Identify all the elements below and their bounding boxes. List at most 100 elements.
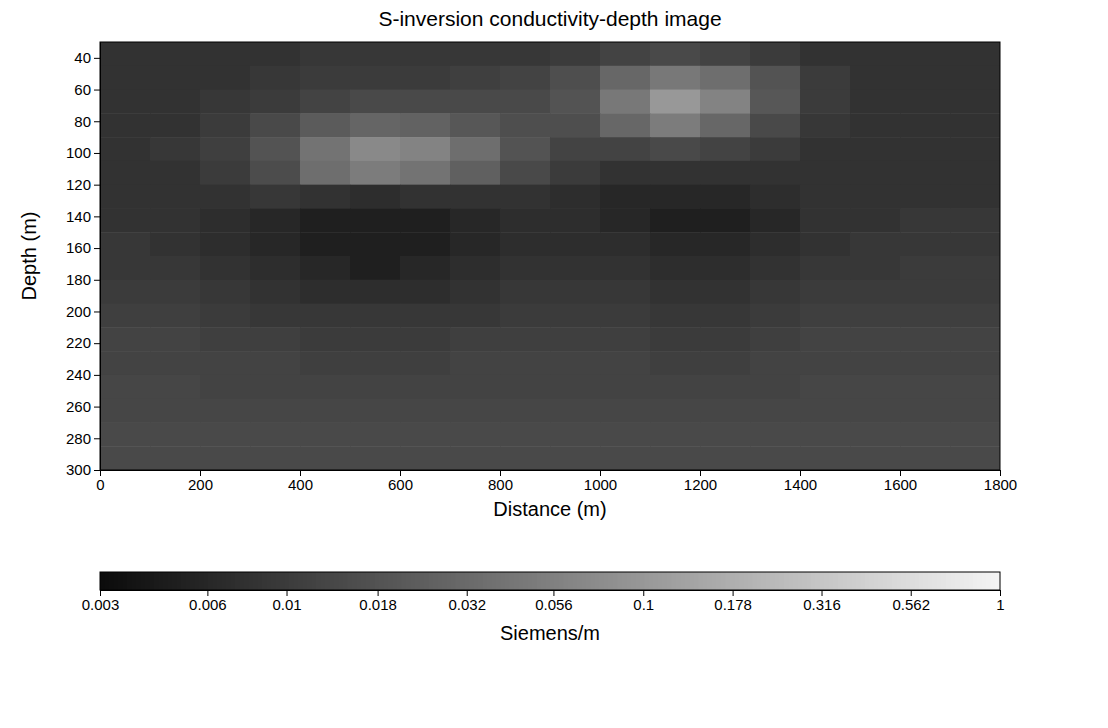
cell — [650, 375, 701, 399]
colorbar-swatch — [631, 572, 636, 590]
colorbar-swatch — [780, 572, 785, 590]
colorbar-swatch — [541, 572, 546, 590]
x-tick: 200 — [188, 470, 213, 493]
cell — [300, 327, 351, 351]
cell — [400, 113, 451, 137]
colorbar-swatch — [564, 572, 569, 590]
cell — [750, 42, 801, 66]
colorbar-swatch — [658, 572, 663, 590]
y-tick-label: 280 — [66, 430, 91, 447]
x-tick: 1000 — [584, 470, 617, 493]
cell — [850, 42, 901, 66]
cell — [350, 113, 401, 137]
colorbar-swatch — [325, 572, 330, 590]
colorbar-swatch — [852, 572, 857, 590]
cell — [750, 327, 801, 351]
colorbar-swatch — [483, 572, 488, 590]
cell — [250, 256, 301, 280]
cell — [650, 66, 701, 90]
colorbar-swatch — [802, 572, 807, 590]
cell — [350, 256, 401, 280]
cell — [400, 422, 451, 446]
colorbar-swatch — [510, 572, 515, 590]
colorbar-tick: 1 — [996, 590, 1004, 613]
cell — [800, 399, 851, 423]
y-tick: 120 — [66, 176, 100, 193]
cell — [800, 185, 851, 209]
colorbar-swatch — [244, 572, 249, 590]
cell — [100, 327, 151, 351]
cell — [800, 208, 851, 232]
colorbar-swatch — [123, 572, 128, 590]
colorbar-swatch — [429, 572, 434, 590]
cells — [100, 42, 1000, 470]
y-tick: 100 — [66, 144, 100, 161]
colorbar-tick-label: 0.01 — [272, 596, 301, 613]
cell — [700, 327, 751, 351]
colorbar-tick: 0.006 — [189, 590, 227, 613]
colorbar-tick-label: 0.006 — [189, 596, 227, 613]
cell — [750, 208, 801, 232]
colorbar-tick-label: 0.562 — [892, 596, 930, 613]
cell — [650, 351, 701, 375]
colorbar-swatch — [933, 572, 938, 590]
cell — [300, 66, 351, 90]
cell — [650, 256, 701, 280]
cell — [950, 66, 1000, 90]
cell — [500, 161, 551, 185]
cell — [150, 304, 201, 328]
cell — [700, 208, 751, 232]
colorbar-swatch — [717, 572, 722, 590]
cell — [100, 42, 151, 66]
cell — [250, 446, 301, 470]
cell — [900, 66, 951, 90]
x-axis: 020040060080010001200140016001800 — [96, 470, 1017, 493]
cell — [750, 304, 801, 328]
cell — [950, 256, 1000, 280]
colorbar-swatch — [447, 572, 452, 590]
cell — [650, 399, 701, 423]
colorbar-swatch — [276, 572, 281, 590]
cell — [650, 90, 701, 114]
cell — [900, 375, 951, 399]
cell — [350, 185, 401, 209]
colorbar-swatch — [969, 572, 974, 590]
x-tick-label: 400 — [288, 476, 313, 493]
cell — [600, 351, 651, 375]
cell — [500, 280, 551, 304]
colorbar-swatch — [942, 572, 947, 590]
cell — [750, 399, 801, 423]
cell — [900, 422, 951, 446]
cell — [900, 42, 951, 66]
cell — [450, 185, 501, 209]
cell — [750, 90, 801, 114]
y-tick-mark — [94, 438, 100, 439]
colorbar-swatch — [154, 572, 159, 590]
cell — [100, 161, 151, 185]
cell — [900, 232, 951, 256]
colorbar-swatch — [568, 572, 573, 590]
colorbar-swatch — [136, 572, 141, 590]
cell — [950, 208, 1000, 232]
colorbar-swatch — [798, 572, 803, 590]
cell — [700, 113, 751, 137]
cell — [250, 422, 301, 446]
cell — [200, 161, 251, 185]
y-tick: 200 — [66, 303, 100, 320]
colorbar-swatch — [762, 572, 767, 590]
cell — [550, 66, 601, 90]
colorbar-swatch — [105, 572, 110, 590]
cell — [100, 399, 151, 423]
y-tick-label: 240 — [66, 366, 91, 383]
cell — [300, 113, 351, 137]
y-tick: 260 — [66, 398, 100, 415]
y-tick-label: 80 — [74, 113, 91, 130]
cell — [100, 304, 151, 328]
cell — [850, 232, 901, 256]
colorbar-swatch — [816, 572, 821, 590]
cell — [750, 446, 801, 470]
y-tick: 40 — [74, 49, 100, 66]
colorbar-swatch — [519, 572, 524, 590]
cell — [100, 208, 151, 232]
cell — [250, 304, 301, 328]
